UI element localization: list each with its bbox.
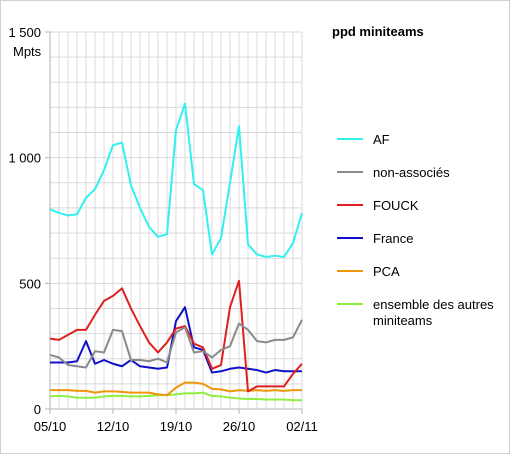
x-tick-label: 02/11: [286, 419, 318, 434]
x-tick-label: 12/10: [97, 419, 130, 434]
y-tick-label: 500: [19, 276, 41, 291]
series-line: [50, 381, 302, 397]
x-tick-label: 19/10: [160, 419, 193, 434]
y-tick-label: 1 000: [8, 151, 41, 166]
y-tick-labels: 0 500 1 000 1 500: [8, 25, 41, 417]
legend-label: PCA: [373, 264, 400, 279]
axes: [45, 31, 303, 414]
legend-label: FOUCK: [373, 198, 419, 213]
legend-label: France: [373, 231, 413, 246]
series-lines: [49, 102, 303, 402]
series-line: [49, 391, 302, 402]
grid: [49, 31, 303, 410]
x-tick-labels: 05/10 12/10 19/10 26/10 02/11: [34, 419, 318, 434]
x-tick-label: 05/10: [34, 419, 67, 434]
legend-label: AF: [373, 132, 390, 147]
series-line: [49, 279, 303, 393]
y-tick-label: 1 500: [8, 25, 41, 40]
y-tick-label: 0: [34, 402, 41, 417]
y-axis-label: Mpts: [13, 44, 42, 59]
legend-label: ensemble des autres miniteams: [373, 297, 494, 328]
legend-label: non-associés: [373, 165, 450, 180]
legend: AF non-associés FOUCK France PCA ensemble des…: [337, 132, 494, 328]
x-tick-label: 26/10: [223, 419, 256, 434]
series-line: [49, 102, 303, 258]
series-line: [49, 319, 303, 369]
chart-title: ppd miniteams: [332, 24, 424, 39]
